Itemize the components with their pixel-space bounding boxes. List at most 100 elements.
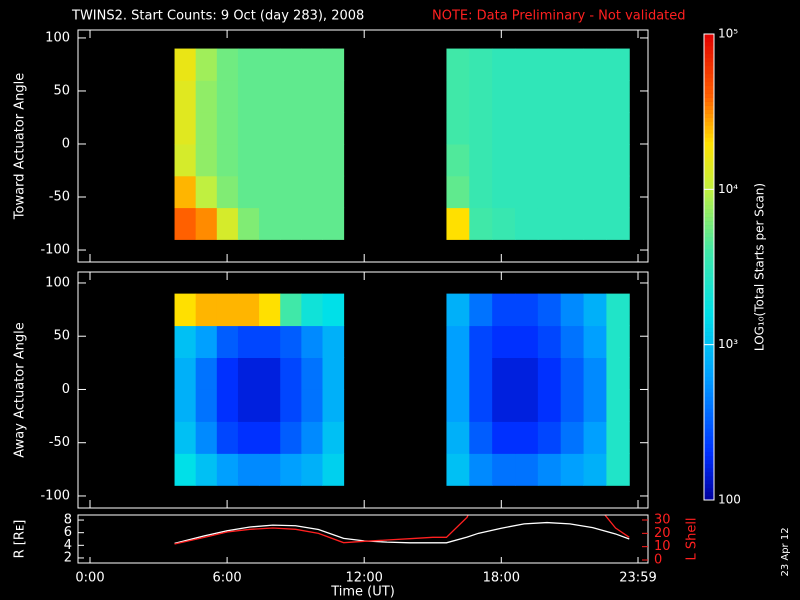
heatmap-cell	[560, 293, 585, 327]
y2-tick-label: 20	[654, 526, 671, 541]
frame	[77, 271, 649, 509]
heatmap-cell	[280, 143, 302, 177]
heatmap-cell	[280, 293, 302, 327]
colorbar-swatch	[704, 392, 714, 397]
heatmap-cell	[237, 389, 260, 422]
colorbar-swatch	[704, 280, 714, 286]
colorbar-swatch	[704, 153, 714, 158]
heatmap-cell	[492, 325, 516, 359]
heatmap-cell	[174, 325, 197, 359]
colorbar-swatch	[704, 81, 714, 86]
colorbar-swatch	[704, 380, 714, 385]
heatmap-cell	[606, 48, 630, 81]
heatmap-cell	[174, 48, 197, 81]
heatmap-cell	[537, 175, 562, 209]
colorbar-swatch	[704, 73, 714, 79]
y2-tick-label: 30	[654, 513, 671, 528]
y-axis-title: Away Actuator Angle	[13, 322, 28, 457]
heatmap-cell	[322, 389, 345, 422]
colorbar-swatch	[704, 288, 714, 294]
heatmap-cell	[195, 389, 218, 422]
heatmap-cell	[280, 357, 302, 390]
side-date: 23 Apr 12	[780, 527, 791, 576]
heatmap-cell	[259, 293, 281, 327]
heatmap-cell	[259, 453, 281, 486]
colorbar-swatch	[704, 400, 714, 405]
colorbar-swatch	[704, 225, 714, 230]
heatmap-cell	[322, 80, 345, 113]
heatmap-cell	[195, 80, 218, 113]
heatmap-cell	[537, 453, 562, 486]
y2-axis-title: L Shell	[685, 517, 700, 560]
y-tick-label: -50	[49, 190, 70, 205]
colorbar-swatch	[704, 412, 714, 417]
colorbar-swatch	[704, 495, 714, 501]
heatmap-cell	[237, 293, 260, 327]
heatmap-cell	[237, 175, 260, 209]
heatmap-cell	[560, 175, 585, 209]
colorbar-swatch	[704, 41, 714, 47]
heatmap-cell	[280, 453, 302, 486]
heatmap-cell	[515, 325, 539, 359]
colorbar-swatch	[704, 312, 714, 317]
y-tick-label: -50	[49, 435, 70, 450]
heatmap-cell	[322, 143, 345, 177]
heatmap-cell	[301, 293, 323, 327]
colorbar-swatch	[704, 77, 714, 83]
heatmap-cell	[446, 175, 470, 209]
heatmap-cell	[446, 80, 470, 113]
colorbar-swatch	[704, 165, 714, 170]
heatmap-cell	[280, 48, 302, 81]
heatmap-cell	[537, 389, 562, 422]
heatmap-cell	[174, 112, 197, 145]
y-tick-label: 2	[64, 550, 72, 565]
colorbar-swatch	[704, 161, 714, 166]
colorbar-swatch	[704, 372, 714, 377]
heatmap-cell	[583, 175, 607, 209]
colorbar-swatch	[704, 491, 714, 497]
heatmap-cell	[322, 112, 345, 145]
heatmap-cell	[301, 325, 323, 359]
colorbar-swatch	[704, 252, 714, 258]
heatmap-cell	[537, 293, 562, 327]
heatmap-cell	[469, 453, 493, 486]
colorbar-swatch	[704, 260, 714, 266]
heatmap-cell	[259, 389, 281, 422]
colorbar-tick-label: 100	[718, 493, 741, 507]
heatmap-cell	[560, 112, 585, 145]
heatmap-cell	[237, 112, 260, 145]
heatmap-cell	[259, 357, 281, 390]
colorbar-swatch	[704, 444, 714, 449]
colorbar-swatch	[704, 37, 714, 43]
colorbar-swatch	[704, 268, 714, 274]
colorbar-swatch	[704, 404, 714, 409]
heatmap-cell	[259, 325, 281, 359]
plot-area	[174, 515, 630, 545]
colorbar-swatch	[704, 308, 714, 314]
heatmap-cell	[216, 48, 239, 81]
colorbar-swatch	[704, 264, 714, 270]
heatmap-cell	[606, 112, 630, 145]
colorbar-swatch	[704, 189, 714, 194]
heatmap-cell	[583, 112, 607, 145]
colorbar-swatch	[704, 244, 714, 250]
colorbar-swatch	[704, 209, 714, 214]
heatmap-cell	[195, 453, 218, 486]
heatmap-cell	[195, 175, 218, 209]
colorbar-swatch	[704, 420, 714, 425]
y-tick-label: 0	[62, 136, 70, 151]
colorbar-swatch	[704, 436, 714, 441]
colorbar-swatch	[704, 424, 714, 429]
y-tick-label: 0	[62, 382, 70, 397]
colorbar-swatch	[704, 133, 714, 138]
chart-title: TWINS2. Start Counts: 9 Oct (day 283), 2…	[71, 9, 364, 24]
heatmap-cell	[301, 207, 323, 240]
colorbar-swatch	[704, 328, 714, 333]
y-tick-label: 100	[45, 275, 70, 290]
heatmap-cell	[469, 48, 493, 81]
heatmap-cell	[280, 325, 302, 359]
colorbar-swatch	[704, 460, 714, 465]
heatmap-cell	[216, 80, 239, 113]
heatmap-cell	[492, 389, 516, 422]
colorbar-swatch	[704, 197, 714, 202]
